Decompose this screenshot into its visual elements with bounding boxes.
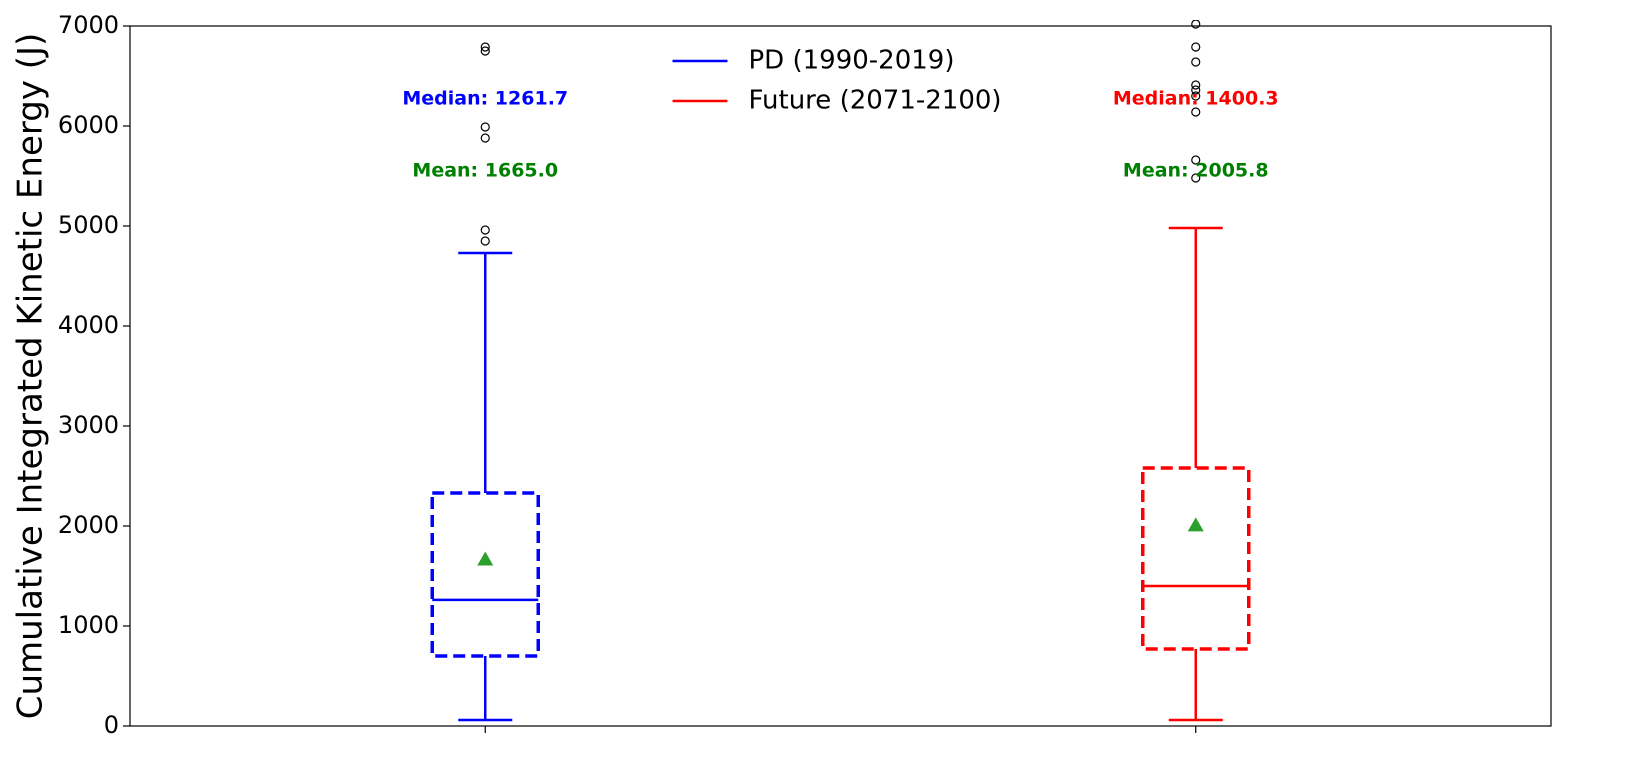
legend-label: PD (1990-2019): [749, 46, 955, 76]
mean-label: Mean: 2005.8: [1123, 160, 1269, 182]
box: [1141, 466, 1251, 651]
outlier: [1191, 57, 1201, 67]
outlier: [480, 236, 490, 246]
y-tick-label: 4000: [58, 311, 119, 339]
plot-frame: [129, 25, 1552, 727]
mean-marker: [477, 551, 494, 566]
mean-label: Mean: 1665.0: [412, 160, 558, 182]
outlier: [480, 42, 490, 52]
y-tick-label: 7000: [58, 11, 119, 39]
outlier: [480, 46, 490, 56]
outlier: [1191, 42, 1201, 52]
y-tick-label: 1000: [58, 611, 119, 639]
outlier: [1191, 85, 1201, 95]
outlier: [1191, 155, 1201, 165]
plot-area: [430, 20, 1251, 722]
y-tick-label: 3000: [58, 411, 119, 439]
y-axis-label: Cumulative Integrated Kinetic Energy (J): [11, 33, 51, 720]
outlier: [480, 122, 490, 132]
legend-label: Future (2071-2100): [749, 86, 1002, 116]
y-tick-label: 6000: [58, 111, 119, 139]
box: [430, 491, 540, 658]
median-label: Median: 1261.7: [402, 88, 568, 110]
median-label: Median: 1400.3: [1113, 88, 1279, 110]
outlier: [1191, 107, 1201, 117]
outlier: [1191, 20, 1201, 29]
outlier: [480, 225, 490, 235]
outlier: [480, 133, 490, 143]
outlier: [1191, 173, 1201, 183]
y-tick-label: 0: [104, 711, 119, 739]
outlier: [1191, 80, 1201, 90]
outlier: [1191, 91, 1201, 101]
mean-marker: [1187, 517, 1204, 532]
y-tick-label: 5000: [58, 211, 119, 239]
y-tick-label: 2000: [58, 511, 119, 539]
